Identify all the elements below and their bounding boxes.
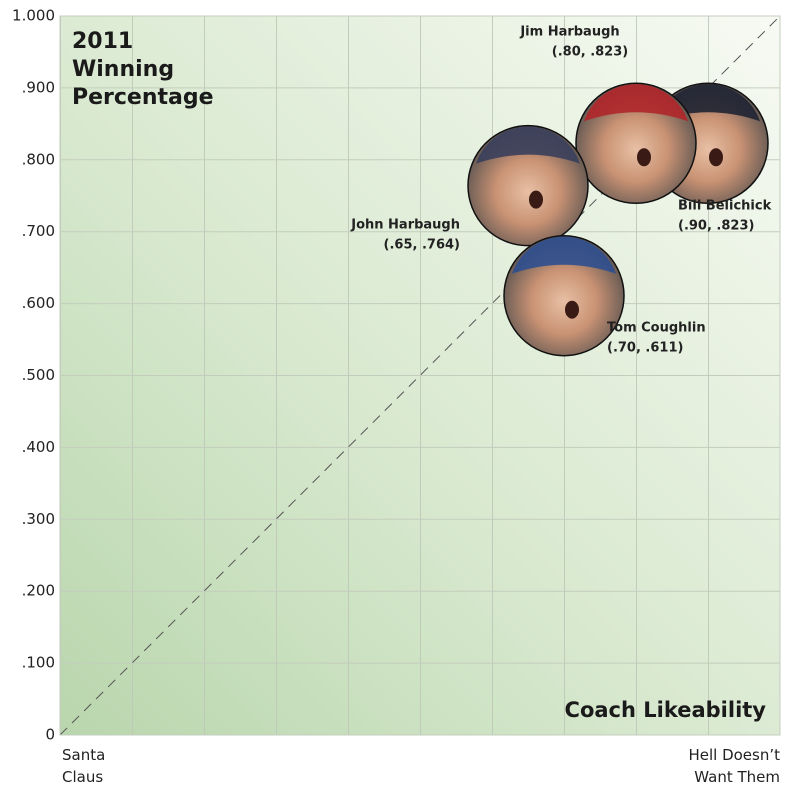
- x-tick-label: Santa Claus: [62, 746, 106, 786]
- point-name: Jim Harbaugh: [519, 25, 619, 40]
- y-tick-label: .900: [22, 78, 55, 96]
- chart-title: 2011 Winning Percentage: [72, 29, 214, 110]
- coach-photo: [467, 124, 589, 247]
- x-axis-label: Coach Likeability: [564, 698, 766, 722]
- y-tick-label: .800: [22, 150, 55, 168]
- y-tick-label: .700: [22, 222, 55, 240]
- point-label: (.80, .823): [552, 45, 628, 60]
- y-tick-label: .600: [22, 294, 55, 312]
- photo-mouth: [565, 300, 579, 319]
- x-tick-label: Hell Doesn’t Want Them: [688, 746, 780, 786]
- y-tick-label: .300: [22, 510, 55, 528]
- coach-photo: [575, 82, 697, 205]
- point-name: Bill Belichick: [678, 199, 772, 214]
- y-tick-label: .100: [22, 654, 55, 672]
- coach-photo: [503, 234, 625, 357]
- photo-cap: [512, 236, 616, 274]
- photo-mouth: [529, 190, 543, 209]
- y-tick-label: .500: [22, 366, 55, 384]
- y-tick-label: 0: [45, 726, 55, 744]
- point-name: Tom Coughlin: [607, 321, 706, 336]
- point-name: John Harbaugh: [350, 218, 460, 233]
- point-label: (.65, .764): [384, 238, 460, 253]
- point-label: (.70, .611): [607, 341, 683, 356]
- photo-cap: [476, 126, 580, 164]
- photo-mouth: [709, 148, 723, 167]
- point-label: (.90, .823): [678, 219, 754, 234]
- photo-cap: [584, 84, 688, 122]
- y-tick-label: .400: [22, 438, 55, 456]
- y-tick-label: .200: [22, 582, 55, 600]
- photo-mouth: [637, 148, 651, 167]
- y-tick-label: 1.000: [12, 7, 55, 25]
- plot-border: [59, 15, 781, 736]
